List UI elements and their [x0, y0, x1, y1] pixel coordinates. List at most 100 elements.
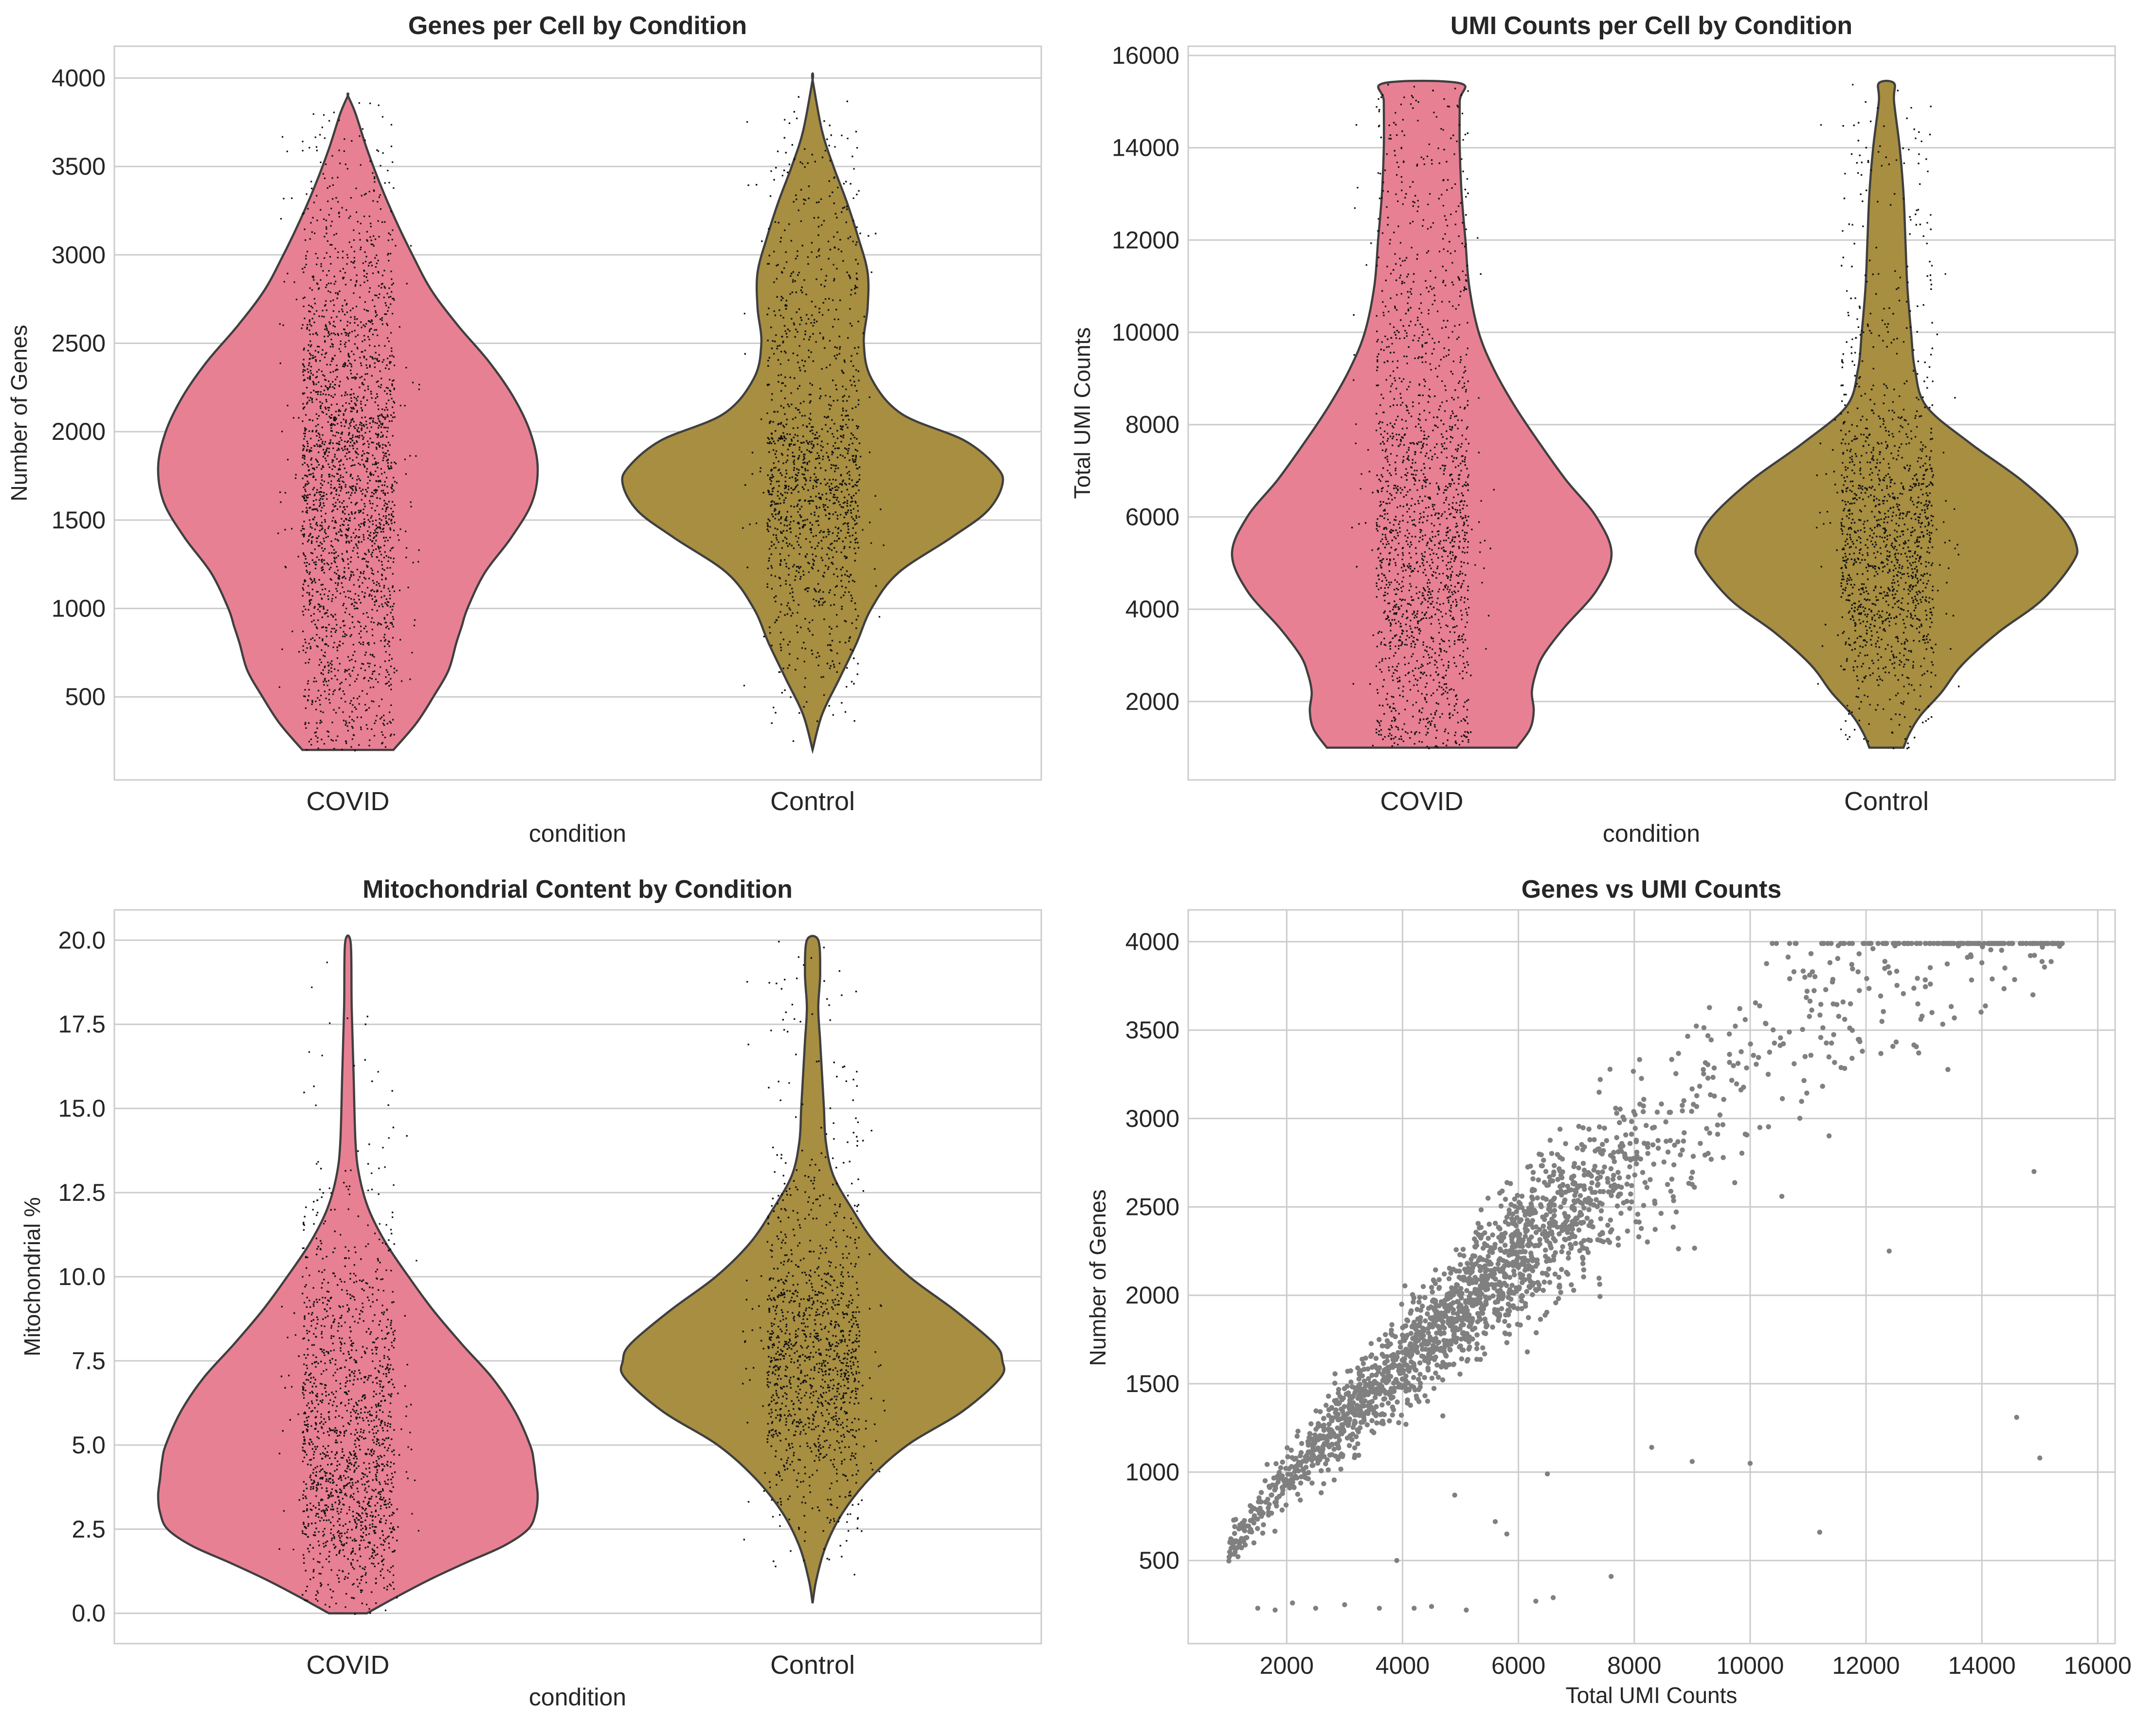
data-point: [378, 344, 380, 346]
data-point: [774, 443, 776, 445]
data-point: [355, 284, 357, 286]
data-point: [791, 438, 793, 440]
data-point: [790, 615, 792, 617]
data-point: [332, 509, 334, 511]
data-point: [390, 390, 392, 392]
data-point: [343, 413, 344, 415]
data-point: [357, 347, 359, 350]
data-point: [327, 335, 329, 337]
data-point: [773, 543, 775, 545]
x-axis-label: condition: [529, 820, 626, 847]
data-point: [306, 571, 308, 573]
data-point: [797, 522, 799, 524]
data-point: [372, 463, 374, 465]
data-point: [313, 578, 315, 580]
data-point: [809, 430, 811, 432]
data-point: [385, 305, 387, 307]
data-point: [832, 532, 834, 534]
data-point: [374, 604, 376, 606]
data-point: [801, 442, 803, 444]
data-point: [376, 359, 378, 361]
data-point: [818, 201, 820, 203]
data-point: [315, 731, 317, 733]
data-point: [313, 561, 315, 563]
data-point: [308, 722, 310, 724]
data-point: [380, 165, 381, 167]
data-point: [856, 390, 858, 392]
data-point: [326, 240, 328, 242]
data-point: [385, 598, 387, 600]
data-point: [821, 494, 823, 496]
data-point: [818, 497, 820, 499]
data-point: [790, 505, 792, 507]
data-point: [797, 511, 799, 513]
data-point: [354, 402, 356, 404]
data-point: [847, 237, 849, 239]
data-point: [363, 281, 365, 283]
data-point: [792, 591, 794, 593]
data-point: [807, 162, 809, 164]
data-point: [842, 396, 844, 398]
data-point: [344, 635, 346, 637]
data-point: [785, 580, 787, 582]
data-point: [804, 199, 806, 201]
data-point: [855, 538, 857, 540]
data-point: [840, 551, 842, 553]
data-point: [372, 200, 374, 202]
data-point: [794, 434, 796, 436]
data-point: [855, 618, 857, 621]
data-point: [393, 299, 395, 301]
data-point: [373, 493, 375, 495]
data-point: [311, 401, 313, 403]
data-point: [309, 333, 311, 335]
data-point: [328, 416, 330, 417]
data-point: [842, 425, 844, 427]
data-point: [304, 433, 306, 435]
y-tick-label: 2000: [52, 418, 106, 445]
data-point: [336, 624, 338, 626]
data-point: [855, 627, 857, 629]
data-point: [844, 447, 846, 449]
data-point: [338, 216, 340, 218]
data-point: [344, 467, 345, 470]
data-point: [851, 325, 853, 327]
data-point: [855, 515, 857, 517]
data-point: [808, 571, 810, 573]
data-point: [316, 634, 318, 636]
data-point: [343, 524, 345, 526]
data-point: [343, 560, 344, 562]
data-point: [364, 654, 366, 656]
data-point: [361, 416, 363, 418]
data-point: [393, 298, 395, 300]
data-point: [340, 697, 343, 699]
data-point: [385, 683, 387, 685]
data-point: [304, 427, 306, 429]
data-point: [351, 410, 353, 412]
data-point: [804, 686, 806, 688]
data-point: [326, 274, 328, 276]
data-point: [378, 433, 380, 435]
data-point: [317, 747, 319, 749]
data-point: [801, 415, 803, 417]
data-point: [355, 503, 357, 505]
data-point: [836, 399, 838, 401]
data-point: [833, 604, 835, 606]
data-point: [849, 323, 852, 325]
data-point: [381, 408, 383, 410]
data-point: [344, 391, 346, 393]
data-point: [323, 492, 325, 494]
data-point: [343, 576, 345, 578]
data-point: [410, 506, 412, 507]
data-point: [822, 597, 824, 599]
data-point: [380, 386, 381, 388]
data-point: [359, 479, 361, 481]
data-point: [368, 595, 370, 597]
data-point: [826, 416, 828, 419]
data-point: [354, 376, 356, 378]
data-point: [830, 543, 832, 545]
data-point: [770, 480, 772, 482]
data-point: [367, 549, 369, 551]
data-point: [343, 603, 345, 605]
data-point: [849, 236, 852, 238]
data-point: [797, 250, 798, 252]
